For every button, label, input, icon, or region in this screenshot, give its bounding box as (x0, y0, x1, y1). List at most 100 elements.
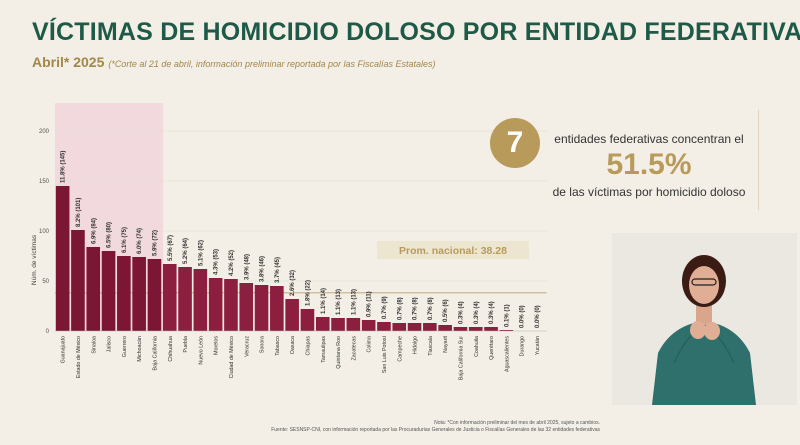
data-label: 0.9% (11) (367, 291, 373, 317)
data-label: 1.1% (14) (321, 288, 327, 314)
bar (346, 318, 361, 331)
data-label: 1.8% (22) (305, 280, 311, 306)
bar (254, 285, 269, 331)
bar (147, 259, 162, 331)
bar (208, 278, 223, 331)
bar (132, 257, 146, 331)
page-title: VÍCTIMAS DE HOMICIDIO DOLOSO POR ENTIDAD… (32, 18, 800, 46)
bar (453, 327, 468, 331)
bar (285, 299, 299, 331)
category-label: Veracruz (244, 336, 250, 357)
category-label: Durango (520, 336, 526, 356)
category-label: Ciudad de México (229, 336, 235, 378)
bar (438, 325, 452, 331)
category-label: Nayarit (443, 335, 449, 352)
category-label: Puebla (183, 336, 189, 353)
data-label: 6.1% (75) (122, 227, 128, 253)
data-label: 4.3% (53) (214, 249, 220, 275)
bar (407, 323, 422, 331)
category-label: Guerrero (122, 336, 128, 357)
y-tick-label: 200 (39, 129, 50, 135)
data-label: 5.5% (67) (168, 235, 174, 261)
data-label: 0.3% (4) (458, 301, 464, 324)
data-label: 0.7% (8) (428, 297, 434, 320)
category-label: Coahuila (474, 336, 480, 357)
data-label: 0.5% (6) (443, 299, 449, 322)
data-label: 0.7% (9) (382, 296, 388, 319)
data-label: 0.7% (8) (397, 297, 403, 320)
data-label: 4.2% (52) (229, 250, 235, 276)
bar (224, 279, 238, 331)
data-label: 6.9% (84) (91, 218, 97, 244)
average-label: Prom. nacional: 38.28 (399, 245, 507, 257)
category-label: Baja California (152, 336, 158, 371)
category-label: Aguascalientes (504, 336, 510, 372)
data-label: 0.7% (8) (413, 297, 419, 320)
data-label: 0.1% (1) (504, 304, 510, 327)
bar (71, 230, 85, 331)
category-label: San Luis Potosí (382, 335, 388, 373)
bar (392, 323, 407, 331)
interpreter-illustration (612, 233, 797, 405)
data-label: 3.8% (46) (260, 256, 266, 282)
callout-line1: entidades federativas concentran el (554, 132, 744, 146)
category-label: Jalisco (107, 336, 113, 352)
bar (361, 320, 376, 331)
y-axis-label: Núm. de víctimas (31, 234, 38, 285)
category-label: Michoacán (137, 336, 143, 362)
category-label: Sonora (260, 336, 266, 353)
states-count-badge: 7 (490, 118, 540, 168)
category-label: Zacatecas (351, 336, 357, 361)
bar (101, 251, 116, 331)
category-label: Quintana Roo (336, 336, 342, 369)
category-label: Hidalgo (413, 336, 419, 354)
category-label: Tlaxcala (428, 336, 434, 356)
bar (468, 327, 483, 331)
category-label: Guanajuato (61, 336, 67, 363)
category-label: Baja California Sur (458, 336, 464, 380)
data-label: 5.9% (72) (152, 230, 158, 256)
data-label: 5.2% (64) (183, 238, 189, 264)
category-label: Chiapas (305, 336, 311, 356)
concentration-callout: entidades federativas concentran el 51.5… (545, 132, 753, 182)
callout-percent: 51.5% (606, 148, 692, 181)
data-label: 3.7% (45) (275, 257, 281, 283)
category-label: Nuevo León (198, 336, 204, 365)
bar (117, 256, 131, 331)
category-label: Oaxaca (290, 336, 296, 354)
footnote-source: Fuente: SESNSP-CNI, con información repo… (271, 427, 600, 433)
bar (423, 323, 437, 331)
category-label: Tabasco (275, 336, 281, 356)
data-label: 0.3% (4) (474, 301, 480, 324)
category-label: Morelos (214, 336, 220, 355)
data-label: 1.1% (13) (336, 289, 342, 315)
data-label: 5.1% (62) (198, 240, 204, 266)
footnote-note: Nota: *Con información preliminar del me… (434, 420, 600, 426)
bar (377, 322, 391, 331)
category-label: Tamaulipas (321, 336, 327, 363)
bar (162, 264, 177, 331)
bar (55, 186, 70, 331)
bar (193, 269, 208, 331)
category-label: Campeche (397, 336, 403, 362)
bar (300, 309, 315, 331)
category-label: Chihuahua (168, 336, 174, 362)
period-label: Abril* 2025 (32, 54, 105, 70)
data-label: 6.0% (74) (137, 228, 143, 254)
callout-divider (758, 110, 759, 210)
data-label: 3.9% (48) (244, 254, 250, 280)
y-tick-label: 100 (39, 229, 50, 235)
callout-line3: de las víctimas por homicidio doloso (552, 185, 746, 199)
bar (315, 317, 330, 331)
category-label: Querétaro (489, 336, 495, 360)
data-label: 8.2% (101) (76, 198, 82, 227)
bar (239, 283, 254, 331)
data-label: 0.0% (0) (535, 305, 541, 328)
data-label: 1.1% (13) (351, 289, 357, 315)
data-label: 6.5% (80) (107, 222, 113, 248)
y-tick-label: 0 (46, 329, 50, 335)
data-label: 0.0% (0) (520, 305, 526, 328)
bar (499, 330, 514, 331)
subtitle: Abril* 2025 (*Corte al 21 de abril, infor… (32, 54, 436, 72)
